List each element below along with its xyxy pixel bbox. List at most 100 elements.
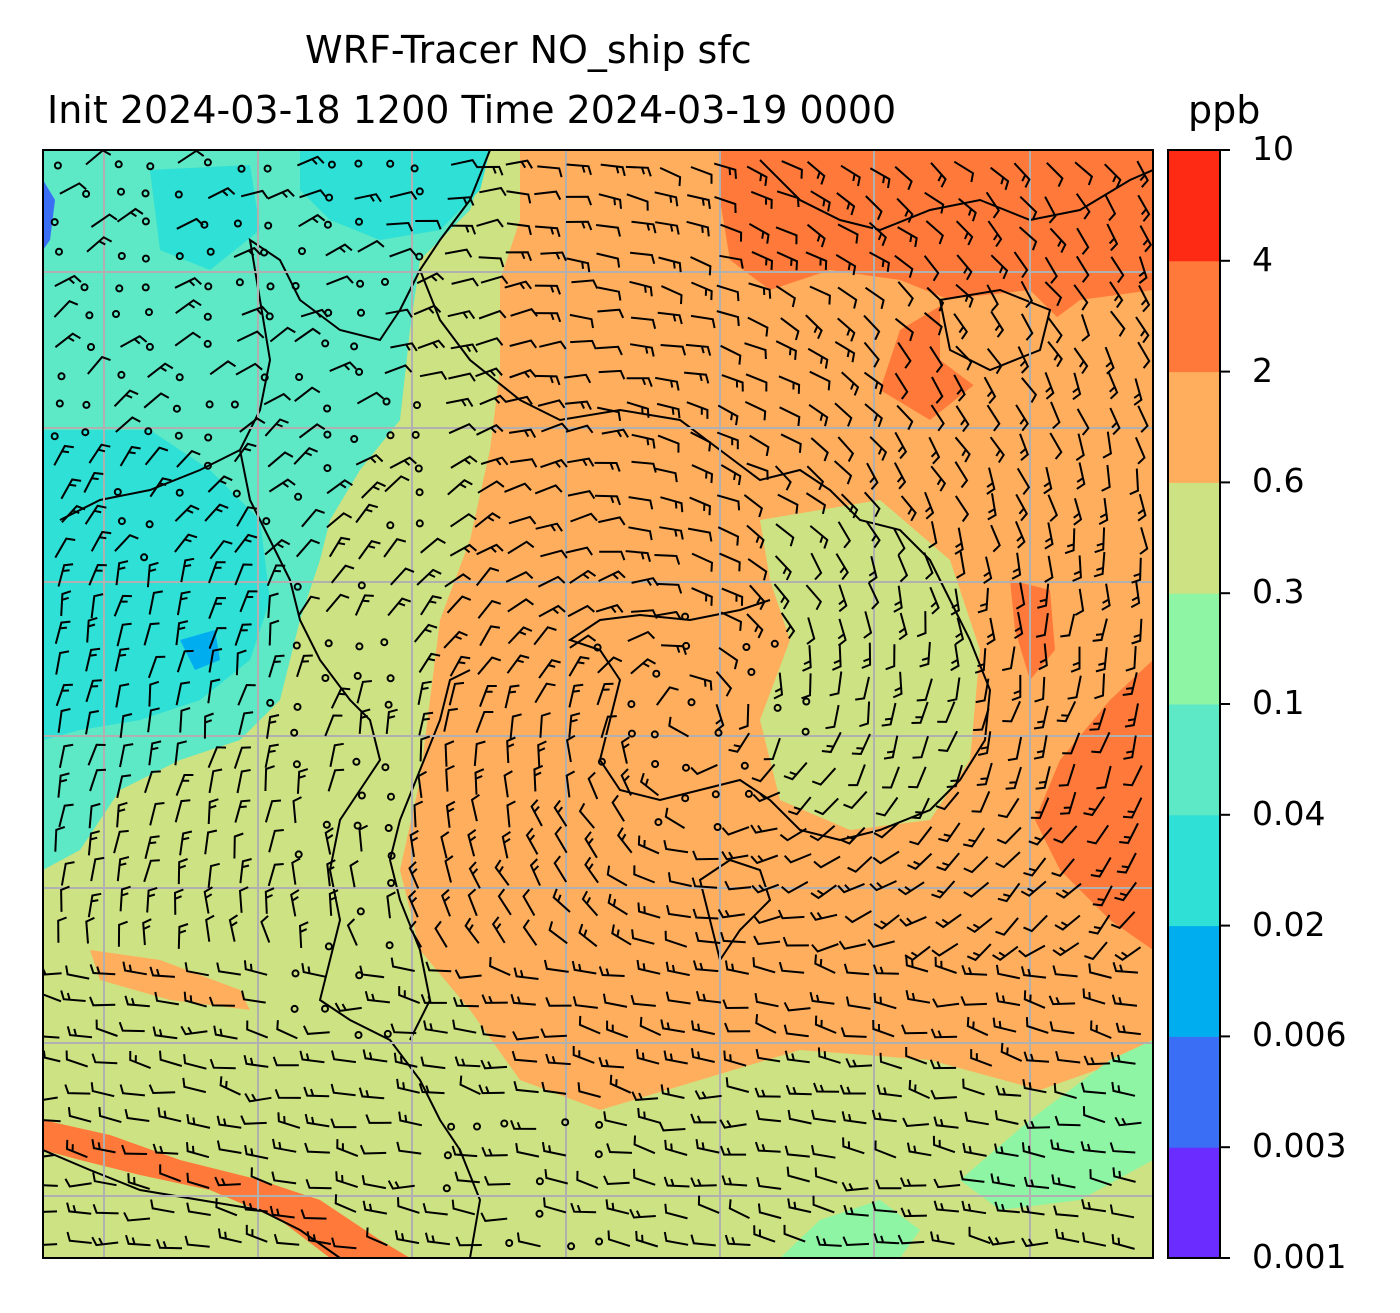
wind-barb	[236, 769, 251, 794]
wind-barb	[719, 552, 741, 572]
wind-barb	[633, 865, 656, 884]
wind-barb	[898, 612, 908, 641]
wind-barb	[540, 251, 567, 262]
wind-barb	[390, 1023, 417, 1035]
wind-barb	[780, 612, 796, 639]
wind-barb	[932, 1135, 956, 1154]
calm-wind-marker	[327, 160, 336, 169]
wind-barb	[1137, 194, 1151, 222]
calm-wind-marker	[140, 553, 149, 562]
wind-barb	[974, 648, 987, 674]
wind-barb	[720, 611, 743, 631]
wind-barb	[805, 251, 828, 270]
wind-barb	[89, 996, 116, 1007]
wind-barb	[1015, 404, 1029, 432]
wind-barb	[213, 1025, 238, 1040]
wind-barb	[660, 344, 687, 356]
wind-barb	[660, 285, 683, 305]
calm-wind-marker	[687, 698, 696, 707]
calm-wind-marker	[141, 217, 150, 226]
wind-barb	[420, 1056, 446, 1070]
wind-barb	[911, 701, 929, 724]
wind-barb	[154, 991, 179, 1006]
wind-barb	[417, 339, 446, 350]
wind-barb	[607, 893, 628, 916]
wind-barb	[782, 936, 809, 947]
wind-barb	[725, 1077, 750, 1093]
wind-barb	[1049, 432, 1063, 460]
wind-barb	[215, 1198, 238, 1217]
wind-barb	[325, 243, 353, 257]
units-label: ppb	[1188, 88, 1261, 132]
colorbar-segment	[1168, 814, 1220, 927]
calm-wind-marker	[174, 190, 183, 199]
wind-barb	[814, 1015, 837, 1034]
calm-wind-marker	[442, 1184, 451, 1193]
wind-barb	[784, 1050, 810, 1064]
wind-barb	[954, 461, 969, 489]
calm-wind-marker	[113, 488, 122, 496]
wind-barb	[491, 916, 506, 944]
wind-barb	[584, 856, 599, 884]
wind-barb	[1023, 857, 1047, 877]
wind-barb	[243, 960, 268, 976]
wind-barb	[598, 966, 625, 977]
wind-barb	[43, 1154, 55, 1158]
wind-barb	[928, 436, 941, 465]
wind-barb	[893, 585, 903, 613]
wind-barb	[783, 1001, 811, 1012]
wind-barb	[815, 1235, 842, 1247]
wind-barb	[358, 708, 371, 734]
wind-barb	[1051, 858, 1075, 877]
wind-barb	[87, 355, 111, 375]
wind-barb	[129, 1050, 151, 1070]
wind-barb	[150, 1199, 175, 1214]
wind-barb	[449, 224, 477, 235]
wind-barb	[480, 275, 509, 285]
wind-barb	[1109, 1142, 1136, 1154]
wind-barb	[459, 1075, 481, 1096]
wind-barb	[567, 604, 595, 618]
wind-barb	[1023, 990, 1046, 1009]
wind-barb	[954, 495, 970, 523]
wind-barb	[721, 1175, 748, 1187]
wind-barb	[534, 484, 563, 495]
wind-barb	[990, 310, 1005, 338]
calm-wind-marker	[292, 760, 301, 769]
wind-barb	[806, 223, 826, 248]
wind-barb	[779, 406, 801, 427]
calm-wind-marker	[535, 1209, 544, 1218]
calm-wind-marker	[535, 1177, 544, 1186]
wind-barb	[930, 162, 947, 188]
calm-wind-marker	[50, 432, 59, 441]
wind-barb	[516, 1232, 541, 1248]
wind-barb	[510, 458, 538, 468]
wind-barb	[444, 573, 472, 588]
calm-wind-marker	[380, 638, 389, 647]
calm-wind-marker	[500, 1119, 509, 1128]
wind-barb	[1016, 467, 1031, 496]
wind-barb	[962, 827, 986, 848]
wind-barb	[468, 861, 481, 889]
wind-barb	[539, 712, 551, 738]
wind-barb	[267, 451, 294, 468]
wind-barb	[236, 506, 258, 527]
wind-barb	[1034, 676, 1046, 703]
wind-barb	[239, 417, 266, 433]
wind-barb	[329, 742, 344, 768]
wind-barb	[267, 863, 284, 887]
wind-barb	[1134, 437, 1146, 465]
wind-barb	[605, 1199, 630, 1215]
wind-barb	[961, 964, 988, 976]
wind-barb	[720, 223, 743, 242]
calm-wind-marker	[53, 161, 62, 170]
wind-barb	[327, 768, 345, 792]
calm-wind-marker	[742, 643, 751, 651]
wind-barb	[364, 991, 391, 1004]
calm-wind-marker	[713, 823, 722, 831]
wind-barb	[1025, 1017, 1049, 1034]
wind-barb	[811, 943, 839, 953]
wind-barb	[691, 552, 714, 572]
wind-barb	[721, 850, 749, 861]
wind-barb	[841, 371, 860, 396]
